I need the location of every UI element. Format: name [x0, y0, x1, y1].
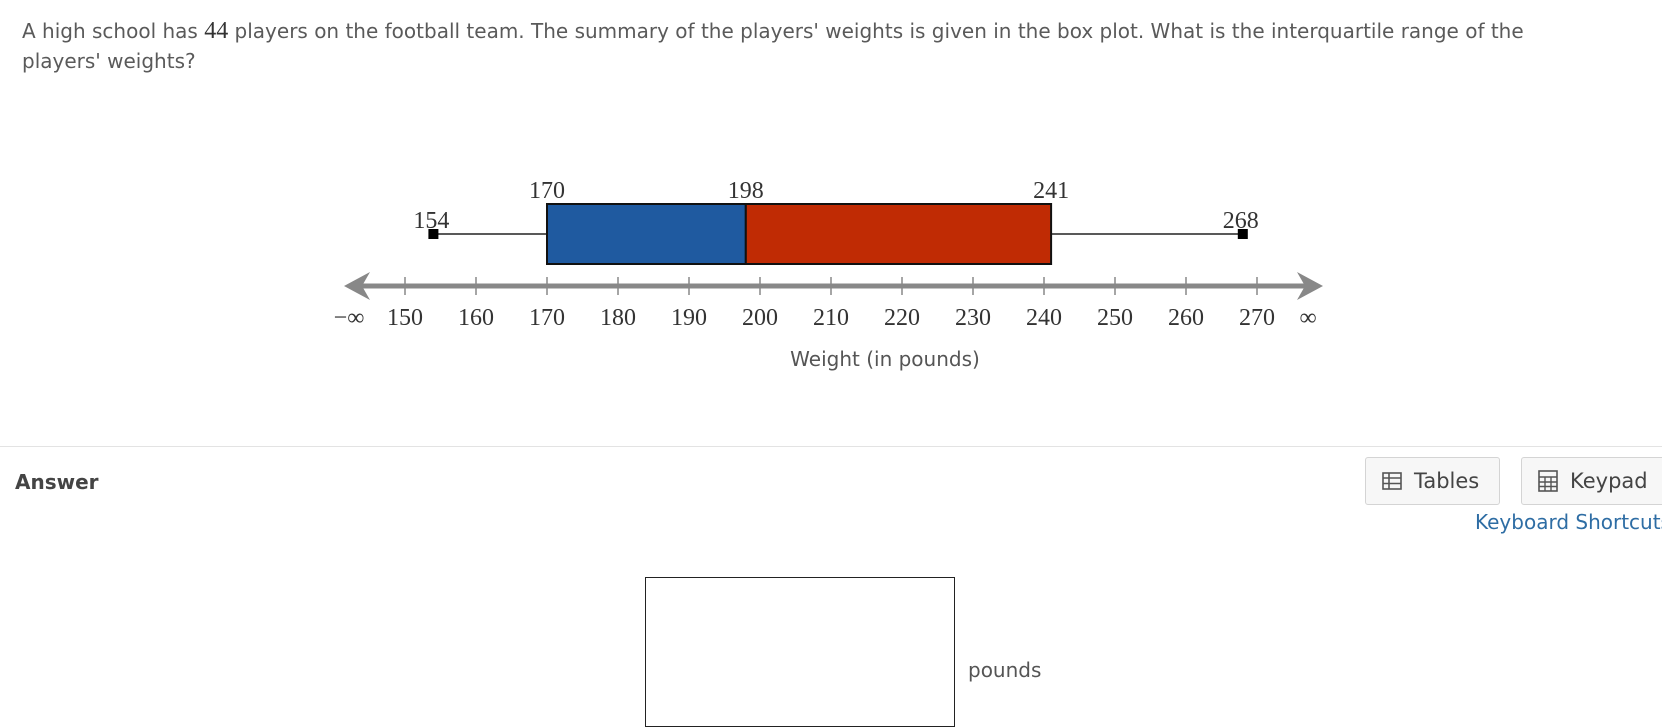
min-marker [428, 229, 439, 239]
tick-label: 160 [458, 305, 494, 331]
answer-input[interactable] [645, 577, 955, 727]
tick-label: 210 [813, 305, 849, 331]
keyboard-shortcuts-link[interactable]: Keyboard Shortcuts [1475, 510, 1662, 534]
median-label: 198 [728, 178, 764, 204]
tick-label: 170 [529, 305, 565, 331]
question-pre: A high school has [22, 19, 205, 43]
tick-label: 190 [671, 305, 707, 331]
calculator-icon [1538, 470, 1558, 492]
tick-label: 260 [1168, 305, 1204, 331]
player-count: 44 [204, 18, 229, 44]
right-arrow [1297, 272, 1323, 300]
box-plot: 150 160 170 180 190 200 210 220 230 240 250 260 270 −… [334, 178, 1323, 371]
tables-label: Tables [1414, 469, 1480, 493]
question-text: A high school has 44 players on the foot… [22, 16, 1582, 76]
tick-label: 150 [387, 305, 423, 331]
x-axis-label: Weight (in pounds) [790, 347, 980, 371]
tick-label: 270 [1239, 305, 1275, 331]
infinity-label: ∞ [1299, 305, 1316, 331]
keypad-button[interactable]: Keypad [1521, 457, 1662, 505]
upper-box [744, 203, 1053, 265]
left-arrow [344, 272, 370, 300]
tables-button[interactable]: Tables [1365, 457, 1500, 505]
tick-label: 230 [955, 305, 991, 331]
table-icon [1382, 472, 1402, 490]
unit-label: pounds [968, 658, 1042, 682]
neg-infinity-label: −∞ [334, 305, 365, 331]
answer-label: Answer [15, 470, 99, 494]
max-marker [1237, 229, 1248, 239]
tick-label: 250 [1097, 305, 1133, 331]
divider [0, 446, 1662, 447]
tick-label: 200 [742, 305, 778, 331]
question-post: players on the football team. The summar… [22, 19, 1524, 73]
tick-label: 240 [1026, 305, 1062, 331]
tick-label: 220 [884, 305, 920, 331]
lower-box [546, 203, 747, 265]
max-label: 268 [1223, 208, 1259, 234]
keypad-label: Keypad [1570, 469, 1648, 493]
tick-label: 180 [600, 305, 636, 331]
min-label: 154 [413, 208, 449, 234]
q3-label: 241 [1033, 178, 1069, 204]
q1-label: 170 [529, 178, 565, 204]
